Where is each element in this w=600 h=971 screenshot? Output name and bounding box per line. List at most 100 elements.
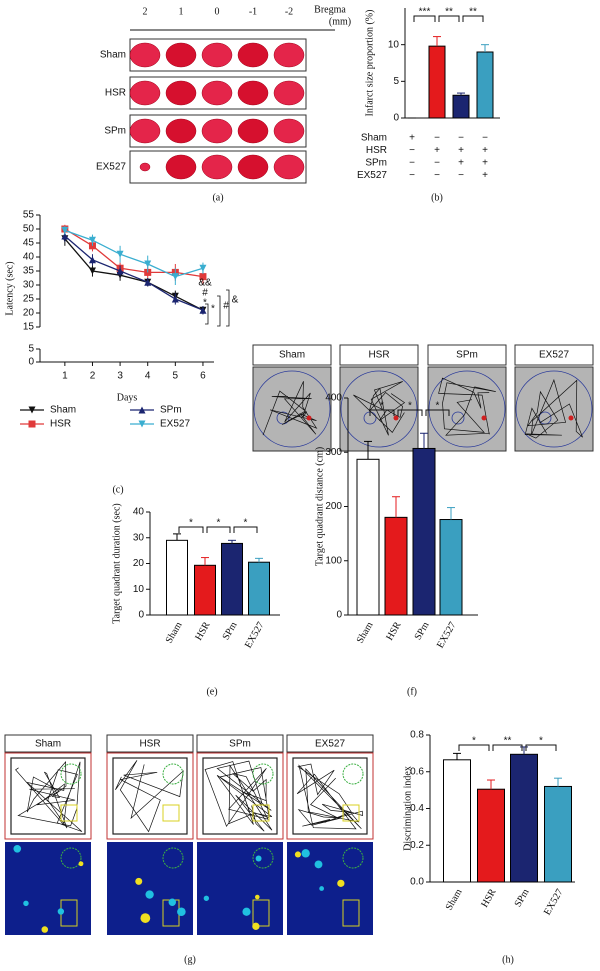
hot-spot: [337, 879, 345, 887]
bar: [356, 458, 380, 616]
table-cell: −: [409, 145, 415, 156]
table-cell: −: [434, 133, 440, 144]
marker: [199, 264, 207, 272]
marker: [88, 256, 96, 264]
bar: [439, 519, 463, 616]
brain-slice: [201, 118, 233, 144]
maze-image: [252, 366, 332, 452]
table-cell: +: [458, 158, 464, 169]
label-box: [427, 344, 507, 366]
bar: [544, 785, 572, 883]
image-label: EX527: [315, 739, 345, 750]
bar: [452, 94, 470, 119]
pool: [515, 370, 593, 448]
heatmap: [107, 842, 193, 935]
brain-slice: [165, 80, 197, 106]
image-label: HSR: [368, 350, 389, 361]
bar: [221, 542, 243, 616]
object-zone: [252, 763, 274, 785]
hot-spot: [242, 907, 251, 916]
brain-slice: [165, 42, 197, 68]
hot-spot: [168, 898, 176, 906]
significance-label: *: [436, 401, 440, 412]
y-tick-label: 0.0: [410, 877, 424, 888]
bar: [443, 759, 471, 883]
brain-slice: [129, 42, 161, 68]
y-tick-label: 100: [325, 555, 342, 566]
hot-spot: [294, 851, 301, 858]
y-tick-label: 40: [133, 507, 145, 518]
object-zone: [162, 804, 180, 822]
table-cell: +: [482, 158, 488, 169]
trace-image: [196, 752, 284, 840]
x-tick-label: Sham: [444, 887, 465, 912]
table-row-label: SPm: [365, 158, 387, 169]
image-label: HSR: [139, 739, 160, 750]
brain-slice: [237, 80, 269, 106]
marker: [144, 278, 152, 286]
object-zone: [252, 899, 270, 927]
brain-slice: [237, 42, 269, 68]
significance-label: *: [244, 518, 248, 529]
significance-bracket: [492, 744, 523, 751]
object-zone: [60, 763, 82, 785]
significance-bracket: [413, 15, 436, 22]
significance-bracket: [397, 409, 423, 416]
marker: [199, 306, 207, 314]
y-tick-label: 10: [388, 39, 400, 50]
table-row-label: Sham: [361, 133, 387, 144]
x-tick-label: EX527: [542, 887, 566, 917]
object-zone: [342, 804, 360, 822]
significance-label: *: [472, 736, 476, 747]
significance-label: **: [504, 736, 512, 747]
x-tick-label: EX527: [435, 620, 459, 650]
hot-spot: [145, 890, 154, 899]
significance-label: *: [539, 736, 543, 747]
heatmap: [197, 842, 283, 935]
x-tick-label: SPm: [221, 620, 240, 642]
label-box: [106, 734, 194, 753]
legend-label: HSR: [50, 419, 71, 430]
table-cell: +: [482, 170, 488, 181]
brain-slice: [273, 154, 305, 180]
label-box: [252, 344, 332, 366]
hot-spot: [319, 886, 325, 891]
y-tick-label: 20: [23, 308, 35, 319]
x-tick-label: 5: [173, 371, 179, 382]
marker: [144, 260, 152, 268]
marker: [61, 226, 69, 234]
image-label: Sham: [279, 350, 305, 361]
trace: [438, 377, 496, 436]
hot-spot: [252, 922, 260, 930]
trace-image: [4, 752, 92, 840]
y-tick-label: 400: [325, 393, 342, 404]
x-tick-label: SPm: [413, 620, 432, 642]
marker: [116, 267, 124, 275]
arena: [202, 757, 278, 835]
unit-label: (mm): [329, 16, 351, 27]
heatmap: [5, 842, 91, 935]
significance-label: **: [469, 7, 477, 18]
y-tick-label: 10: [133, 584, 145, 595]
image-label: EX527: [539, 350, 569, 361]
table-row-label: EX527: [357, 170, 387, 181]
marker: [171, 273, 179, 281]
y-axis-label: Target quadrant duration (sec): [111, 503, 122, 623]
hot-spot: [177, 907, 186, 917]
start-dot: [306, 415, 312, 421]
bar: [384, 516, 408, 616]
trace: [296, 763, 363, 830]
column-label: -1: [249, 6, 257, 17]
object-zone: [342, 899, 360, 927]
x-tick-label: HSR: [479, 887, 498, 910]
brain-slice: [273, 80, 305, 106]
bar: [510, 753, 538, 883]
marker: [88, 236, 96, 244]
x-tick-label: 2: [90, 371, 96, 382]
annotation: &&: [198, 278, 212, 289]
panel-caption: (g): [184, 954, 196, 965]
brain-slice: [273, 42, 305, 68]
y-tick-label: 0.4: [410, 803, 424, 814]
marker: [88, 267, 96, 275]
